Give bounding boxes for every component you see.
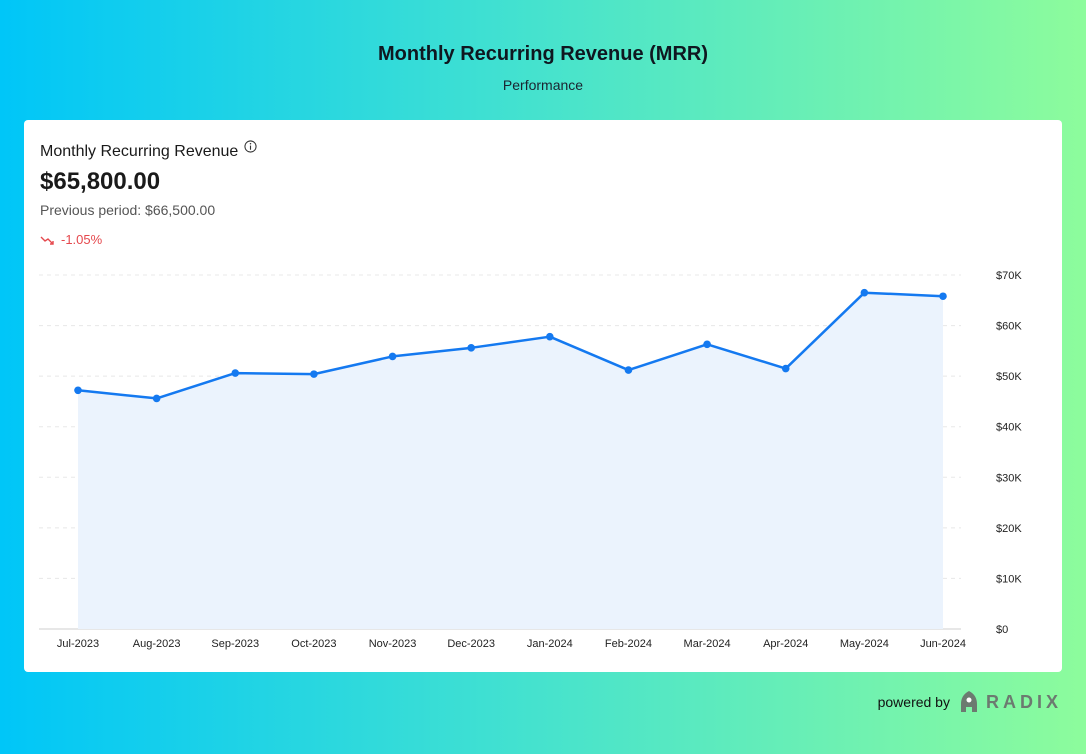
- data-point: [624, 366, 633, 374]
- y-tick-label: $10K: [996, 573, 1022, 585]
- x-tick-label: May-2024: [840, 638, 889, 650]
- x-tick-label: Nov-2023: [369, 638, 417, 650]
- change-indicator: -1.05%: [40, 232, 102, 247]
- x-tick-label: Jan-2024: [527, 638, 573, 650]
- previous-period: Previous period: $66,500.00: [40, 202, 216, 218]
- x-tick-label: Sep-2023: [211, 638, 259, 650]
- data-point: [781, 364, 790, 373]
- data-point: [546, 332, 554, 341]
- data-point: [152, 394, 161, 403]
- trend-down-icon: [40, 236, 54, 245]
- data-point: [703, 340, 711, 349]
- x-tick-label: Mar-2024: [684, 638, 731, 650]
- data-point: [467, 344, 475, 352]
- x-tick-label: Aug-2023: [133, 638, 181, 650]
- data-point: [231, 369, 240, 377]
- y-tick-label: $0: [996, 624, 1008, 636]
- radix-wordmark: RADIX: [985, 691, 1062, 712]
- x-tick-label: Apr-2024: [763, 638, 808, 650]
- y-tick-label: $70K: [996, 270, 1022, 282]
- page-title: Monthly Recurring Revenue (MRR): [377, 43, 709, 65]
- x-tick-label: Jul-2023: [57, 638, 99, 650]
- data-point: [939, 292, 947, 301]
- series-line: [77, 291, 944, 400]
- data-point: [74, 386, 82, 395]
- radix-logo[interactable]: RADIX: [958, 690, 1062, 714]
- data-point: [388, 352, 397, 361]
- x-tick-label: Dec-2023: [447, 638, 495, 650]
- y-tick-label: $50K: [996, 371, 1022, 383]
- x-tick-label: Oct-2023: [291, 638, 336, 650]
- data-point: [310, 370, 318, 378]
- series-area: [78, 292, 943, 629]
- y-tick-label: $60K: [996, 321, 1022, 333]
- y-tick-label: $40K: [996, 422, 1022, 434]
- mrr-area-chart: $0 $10K $20K $30K $40K $50K $60K $70K Jul-2023 Au…: [39, 270, 1022, 650]
- metric-value: $65,800.00: [40, 168, 161, 195]
- powered-by-text: powered by: [877, 694, 950, 710]
- footer: powered by RADIX: [878, 690, 1062, 714]
- info-icon[interactable]: [244, 140, 257, 153]
- page-subtitle: Performance: [502, 77, 584, 93]
- metric-label: Monthly Recurring Revenue: [40, 143, 239, 160]
- data-point: [860, 288, 869, 297]
- x-tick-label: Jun-2024: [920, 638, 966, 650]
- change-value: -1.05%: [61, 232, 103, 247]
- y-tick-label: $30K: [996, 472, 1022, 484]
- radix-logo-icon: [960, 691, 977, 712]
- x-tick-label: Feb-2024: [605, 638, 652, 650]
- y-tick-label: $20K: [996, 523, 1022, 535]
- mrr-card: Monthly Recurring Revenue $65,800.00 Pre…: [24, 120, 1062, 672]
